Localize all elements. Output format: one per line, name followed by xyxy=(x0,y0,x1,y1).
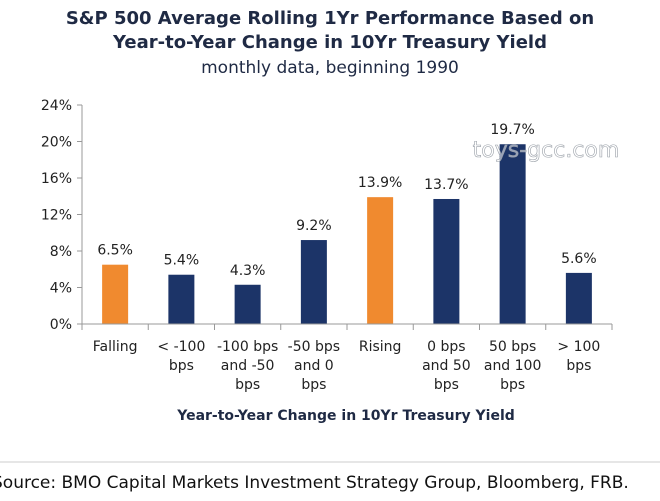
chart-subtitle: monthly data, beginning 1990 xyxy=(201,58,459,78)
x-axis-label: Year-to-Year Change in 10Yr Treasury Yie… xyxy=(176,408,515,424)
y-tick-label: 4% xyxy=(50,281,72,297)
y-tick-label: 12% xyxy=(41,208,72,224)
chart-title-line-1: S&P 500 Average Rolling 1Yr Performance … xyxy=(66,8,594,29)
y-tick-label: 0% xyxy=(50,317,72,333)
chart-title-line-2: Year-to-Year Change in 10Yr Treasury Yie… xyxy=(112,32,547,53)
category-label: Falling xyxy=(93,339,138,355)
bar-value-label: 13.7% xyxy=(424,177,468,193)
y-tick-label: 8% xyxy=(50,244,72,260)
bar-value-label: 6.5% xyxy=(97,243,133,259)
bar xyxy=(565,272,592,324)
bar-value-label: 9.2% xyxy=(296,218,332,234)
y-tick-label: 20% xyxy=(41,135,72,151)
category-label: < -100 bps xyxy=(157,339,205,374)
bar-value-label: 5.6% xyxy=(561,251,597,267)
category-label: 50 bps and 100 bps xyxy=(484,339,542,393)
category-label: > 100 bps xyxy=(557,339,600,374)
bars: 6.5% 5.4% 4.3% 9.2% 13.9% 13.7% 19.7% 5.6% xyxy=(97,122,597,324)
y-tick-label: 16% xyxy=(41,171,72,187)
category-label: -100 bps and -50 bps xyxy=(217,339,278,393)
x-axis: Falling < -100 bps -100 bps and -50 bps-50 bp… xyxy=(81,323,613,393)
bar-value-label: 19.7% xyxy=(490,122,534,138)
bar-value-label: 4.3% xyxy=(230,263,266,279)
source-note: Source: BMO Capital Markets Investment S… xyxy=(0,473,629,493)
bar xyxy=(499,144,526,324)
bar xyxy=(300,240,327,324)
bar xyxy=(234,284,261,324)
category-label: 0 bps and 50 bps xyxy=(422,339,471,393)
watermark: toys-gcc.com xyxy=(473,138,620,163)
y-axis: 0% 4% 8% 12% 16% 20% 24% xyxy=(41,98,83,333)
bar-value-label: 5.4% xyxy=(164,253,200,269)
bar xyxy=(367,197,394,324)
bar xyxy=(433,198,460,324)
bar-value-label: 13.9% xyxy=(358,175,402,191)
bar xyxy=(102,264,129,324)
bar xyxy=(168,274,195,324)
category-label: Rising xyxy=(359,339,402,355)
y-tick-label: 24% xyxy=(41,98,72,114)
category-label: -50 bps and 0 bps xyxy=(288,339,340,393)
